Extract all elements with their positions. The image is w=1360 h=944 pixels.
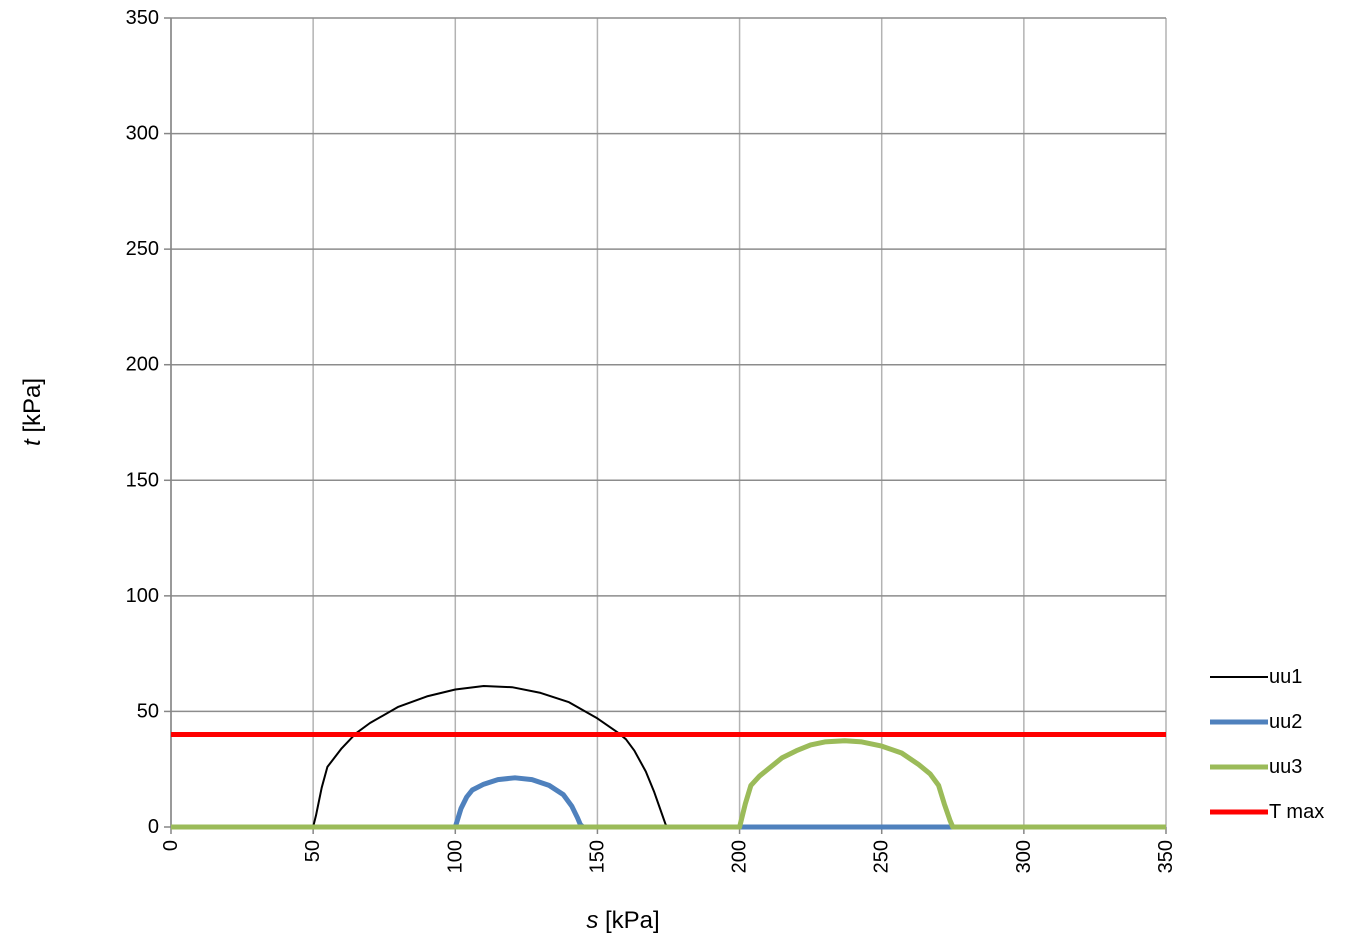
legend: uu1 uu2 uu3 T max [1210, 666, 1324, 823]
y-tick-label: 50 [137, 700, 159, 722]
x-axis-variable: s [586, 907, 598, 934]
x-tick-label: 200 [729, 840, 751, 873]
x-axis-title: s [kPa] [586, 907, 659, 934]
y-axis-unit: [kPa] [19, 378, 46, 439]
series-line-uu3 [171, 738, 1166, 830]
y-tick-label: 150 [126, 469, 159, 491]
y-tick-label: 300 [126, 123, 159, 145]
legend-label-t-max: T max [1269, 801, 1324, 823]
y-axis-title: t [kPa] [19, 378, 46, 446]
y-tick-labels: 0 50 100 150 200 250 300 350 [126, 7, 159, 838]
x-tick-label: 150 [586, 840, 608, 873]
series-line-uu1 [171, 685, 740, 828]
x-tick-label: 300 [1013, 840, 1035, 873]
x-tick-label: 50 [302, 840, 324, 862]
grid-lines [170, 17, 1167, 828]
x-tick-label: 100 [444, 840, 466, 873]
legend-label-uu1: uu1 [1269, 666, 1302, 688]
x-tick-labels: 0 50 100 150 200 250 300 350 [160, 840, 1177, 873]
y-tick-label: 200 [126, 354, 159, 376]
legend-label-uu2: uu2 [1269, 711, 1302, 733]
series-line-uu2 [171, 775, 1166, 830]
x-tick-label: 350 [1155, 840, 1177, 873]
y-tick-label: 100 [126, 585, 159, 607]
y-tick-label: 350 [126, 7, 159, 29]
x-tick-label: 0 [160, 840, 182, 851]
x-axis-unit: [kPa] [598, 907, 659, 934]
y-tick-label: 250 [126, 238, 159, 260]
y-tick-label: 0 [148, 816, 159, 838]
legend-label-uu3: uu3 [1269, 756, 1302, 778]
series-lines [171, 685, 1166, 830]
y-axis-variable: t [19, 438, 46, 446]
x-tick-label: 250 [871, 840, 893, 873]
